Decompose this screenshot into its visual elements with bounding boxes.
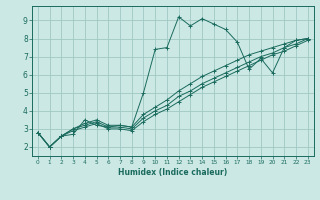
X-axis label: Humidex (Indice chaleur): Humidex (Indice chaleur) (118, 168, 228, 177)
